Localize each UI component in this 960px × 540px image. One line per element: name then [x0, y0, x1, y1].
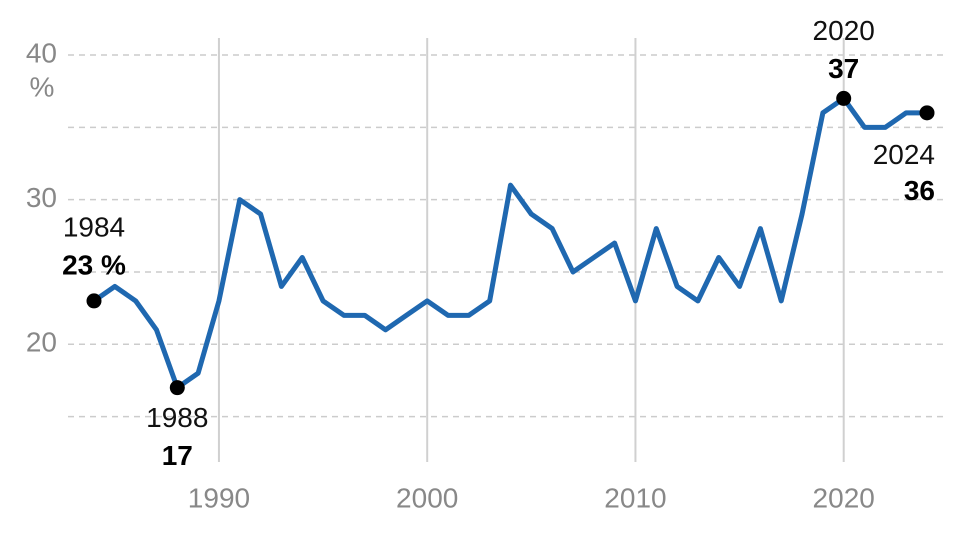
value-label: 23 % — [62, 249, 126, 280]
x-tick-label: 2010 — [604, 482, 666, 513]
value-label: 37 — [828, 53, 859, 84]
y-tick-label: 30 — [26, 182, 57, 213]
y-tick-label: 20 — [26, 327, 57, 358]
point — [169, 380, 185, 396]
year-label: 2024 — [873, 139, 935, 170]
point — [86, 293, 102, 309]
year-label: 1984 — [63, 211, 125, 242]
y-tick-label: 40 — [26, 37, 57, 68]
point — [836, 90, 852, 106]
value-label: 36 — [904, 175, 935, 206]
year-label: 2020 — [813, 15, 875, 46]
x-tick-label: 1990 — [188, 482, 250, 513]
point — [919, 105, 935, 121]
year-label: 1988 — [146, 402, 208, 433]
line — [92, 95, 927, 391]
x-tick-label: 2020 — [813, 482, 875, 513]
y-unit: % — [30, 71, 55, 102]
value-label: 17 — [162, 440, 193, 471]
x-tick-label: 2000 — [396, 482, 458, 513]
